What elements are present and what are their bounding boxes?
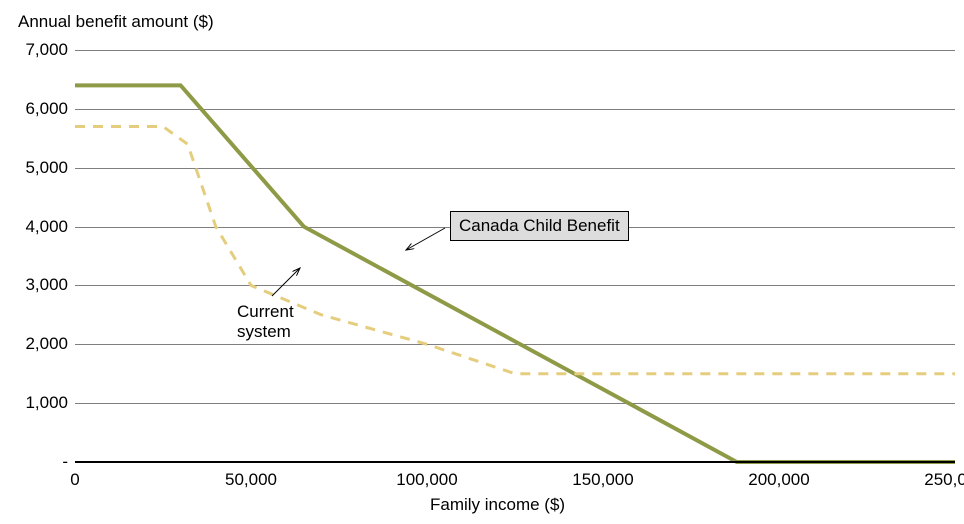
series-line <box>75 85 955 462</box>
x-tick-label: 0 <box>35 470 115 490</box>
x-tick-label: 50,000 <box>211 470 291 490</box>
annotation-current-label: Current system <box>237 302 294 342</box>
x-tick-label: 150,000 <box>563 470 643 490</box>
x-axis-title: Family income ($) <box>430 495 565 515</box>
series-line <box>75 127 955 374</box>
x-tick-label: 250,000 <box>915 470 964 490</box>
x-tick-label: 200,000 <box>739 470 819 490</box>
x-tick-label: 100,000 <box>387 470 467 490</box>
annotation-arrow <box>272 268 300 296</box>
benefit-chart: Annual benefit amount ($) -1,0002,0003,0… <box>0 0 964 524</box>
annotation-arrow <box>406 228 445 250</box>
x-axis-line <box>75 461 955 463</box>
plot-area <box>0 0 964 524</box>
annotation-ccb-label: Canada Child Benefit <box>450 211 629 241</box>
annotation-current-line1: Current <box>237 302 294 322</box>
annotation-current-line2: system <box>237 322 294 342</box>
